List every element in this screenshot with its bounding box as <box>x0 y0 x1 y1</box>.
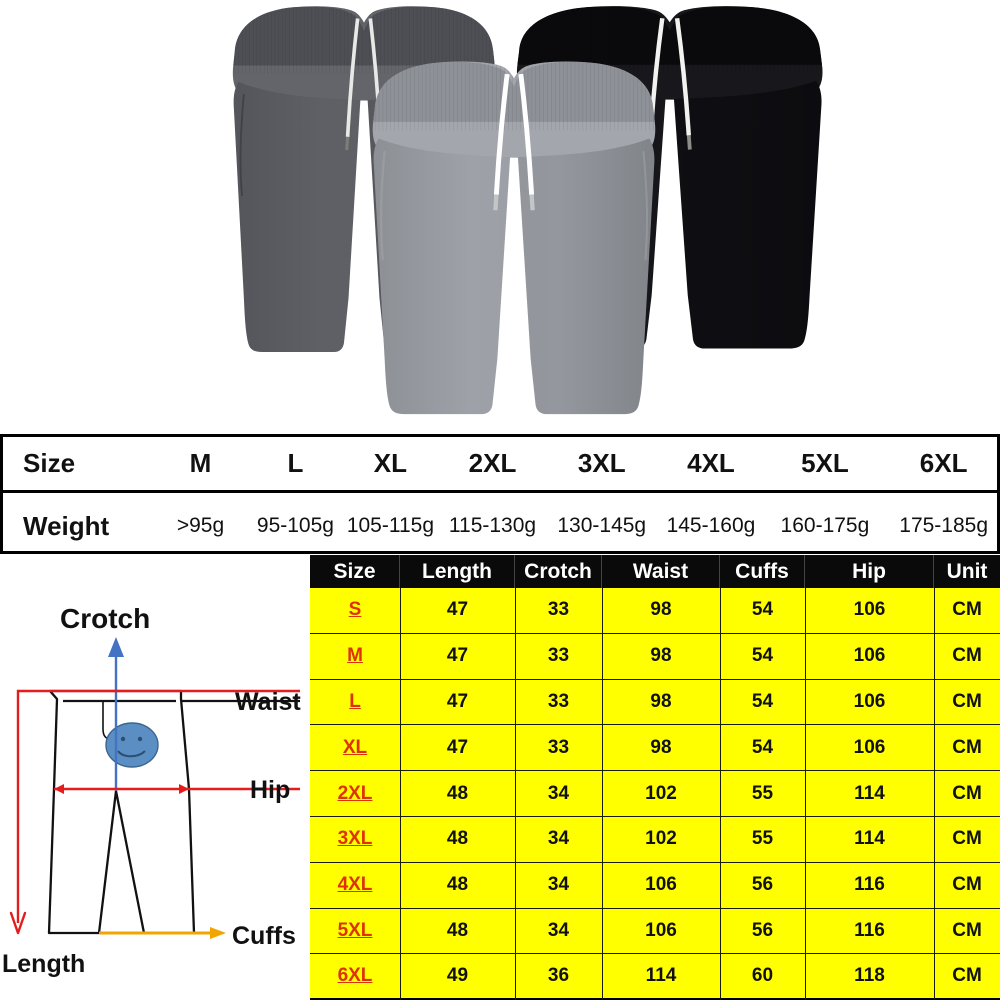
svg-text:Hip: Hip <box>250 776 290 804</box>
svg-text:Crotch: Crotch <box>60 603 150 634</box>
svg-text:Cuffs: Cuffs <box>232 922 296 950</box>
svg-text:Length: Length <box>2 950 85 978</box>
svg-text:Waist: Waist <box>235 688 301 716</box>
